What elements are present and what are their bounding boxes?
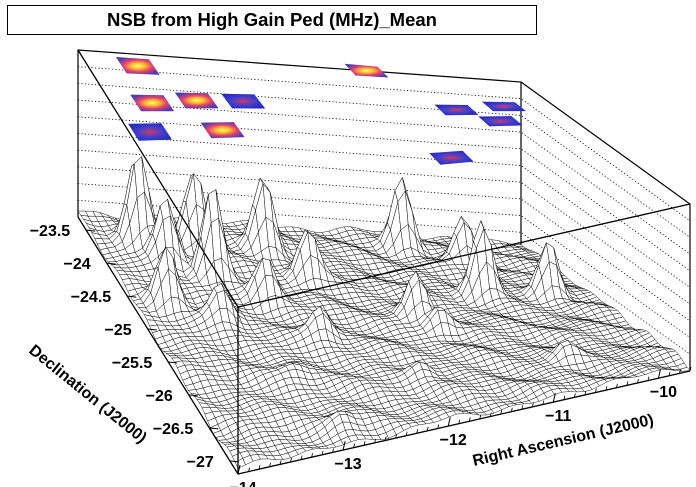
projection-tile: [344, 63, 389, 78]
projection-tile: [429, 150, 474, 165]
x-minor-tick: [616, 383, 618, 388]
x-minor-tick: [573, 393, 576, 398]
x-minor-tick: [510, 407, 513, 412]
x-tick-label: −11: [545, 408, 571, 425]
x-tick-label: −14: [229, 480, 256, 487]
x-minor-tick: [248, 467, 250, 472]
y-tick-mark: [127, 295, 137, 298]
x-minor-tick: [647, 376, 650, 381]
x-tick-label: −12: [440, 432, 467, 449]
x-tick-label: −10: [650, 384, 677, 401]
y-tick-mark: [168, 361, 178, 364]
x-minor-tick: [679, 369, 681, 374]
x-minor-tick: [637, 378, 639, 384]
y-tick-label: −25.5: [112, 355, 153, 372]
x-minor-tick: [269, 462, 271, 467]
x-tick-mark: [447, 416, 451, 427]
projection-tile: [128, 123, 172, 141]
x-minor-tick: [290, 457, 292, 463]
chart-title-box: NSB from High Gain Ped (MHz)_Mean: [7, 5, 537, 35]
top-projection: [115, 57, 527, 165]
y-tick-mark: [229, 460, 239, 463]
x-minor-tick: [468, 417, 471, 422]
x-minor-tick: [395, 433, 398, 439]
projection-tile: [434, 104, 479, 116]
chart-title: NSB from High Gain Ped (MHz)_Mean: [107, 9, 437, 30]
projection-tile: [221, 93, 266, 109]
y-tick-mark: [209, 427, 219, 430]
x-minor-tick: [531, 402, 534, 408]
y-tick-mark: [106, 262, 116, 265]
x-axis: −14 −13 −12 −11 −10: [229, 366, 692, 487]
x-minor-tick: [416, 429, 419, 434]
y-tick-mark: [86, 229, 96, 232]
y-tick-mark: [147, 328, 157, 331]
x-tick-mark: [552, 393, 556, 403]
y-tick-label: −25: [105, 322, 132, 339]
x-minor-tick: [563, 395, 566, 400]
x-minor-tick: [279, 460, 282, 465]
x-minor-tick: [605, 386, 608, 391]
x-minor-tick: [363, 441, 366, 446]
y-tick-label: −24.5: [71, 289, 112, 306]
projection-tile: [174, 92, 219, 109]
x-minor-tick: [595, 388, 597, 393]
y-tick-label: −27: [187, 454, 214, 471]
x-minor-tick: [374, 438, 377, 443]
projection-tile: [478, 116, 523, 127]
x-minor-tick: [258, 465, 261, 470]
x-minor-tick: [405, 431, 408, 436]
x-minor-tick: [689, 366, 692, 372]
y-axis: −27 −26.5 −26 −25.5 −25 −24.5 −24 −23.5: [30, 223, 239, 471]
x-minor-tick: [668, 371, 671, 376]
x-minor-tick: [332, 448, 334, 453]
lego-surface: [77, 156, 691, 469]
x-minor-tick: [384, 436, 387, 441]
x-minor-tick: [300, 455, 303, 460]
x-minor-tick: [321, 450, 324, 455]
x-minor-tick: [542, 400, 545, 405]
y-tick-label: −24: [64, 256, 91, 273]
x-minor-tick: [426, 426, 429, 431]
x-minor-tick: [584, 390, 587, 396]
x-minor-tick: [626, 381, 629, 386]
top-front-edge: [77, 49, 691, 308]
y-tick-mark: [188, 394, 198, 397]
x-minor-tick: [489, 412, 492, 417]
x-minor-tick: [500, 410, 503, 415]
x-tick-label: −13: [335, 456, 362, 473]
x-minor-tick: [458, 419, 461, 424]
y-tick-label: −26: [146, 388, 173, 405]
x-minor-tick: [353, 443, 356, 448]
x-tick-mark: [342, 440, 346, 451]
x-minor-tick: [437, 424, 440, 429]
projection-tile: [200, 122, 245, 139]
projection-tile: [130, 94, 175, 112]
x-minor-tick: [479, 414, 482, 420]
x-tick-mark: [237, 464, 241, 475]
y-tick-label: −23.5: [30, 223, 71, 240]
x-minor-tick: [521, 405, 524, 410]
y-tick-label: −26.5: [153, 421, 194, 438]
projection-tile: [481, 101, 527, 112]
x-tick-mark: [657, 369, 661, 379]
projection-tile: [115, 57, 160, 75]
x-minor-tick: [311, 453, 313, 458]
